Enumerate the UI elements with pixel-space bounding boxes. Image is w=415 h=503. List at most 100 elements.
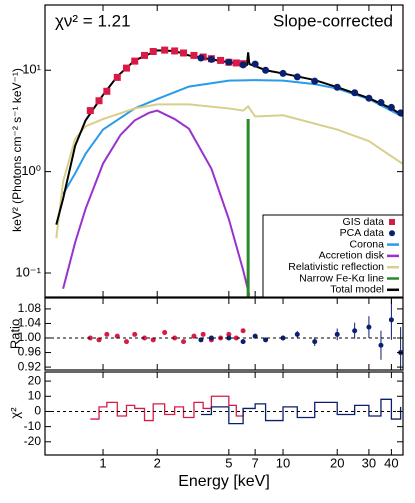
data-point	[141, 51, 149, 59]
legend-label: Relativistic reflection	[288, 261, 384, 273]
data-point	[352, 328, 358, 334]
data-point	[279, 69, 287, 77]
data-point	[171, 47, 179, 55]
y-tick-label: 1.08	[18, 301, 42, 315]
data-point	[123, 339, 129, 345]
data-point	[114, 333, 120, 339]
frame	[44, 371, 404, 456]
data-point	[200, 331, 206, 337]
y-axis-title: keV² (Photons cm⁻² s⁻¹ keV⁻¹)	[10, 68, 24, 232]
data-point	[131, 57, 139, 65]
step-line	[200, 398, 402, 425]
data-point	[262, 66, 270, 74]
data-point	[87, 335, 93, 341]
data-point	[150, 337, 156, 343]
step-line	[90, 395, 244, 422]
data-point	[103, 87, 111, 95]
data-point	[387, 103, 395, 111]
data-point	[226, 331, 232, 337]
legend-label: Narrow Fe-Kα line	[299, 272, 384, 284]
data-point	[232, 59, 240, 67]
data-point	[333, 83, 341, 91]
data-point	[217, 56, 225, 64]
y-tick-label: -10	[24, 419, 42, 433]
plot-area	[55, 46, 403, 297]
data-point	[208, 335, 214, 341]
x-axis-title: Energy [keV]	[178, 473, 270, 490]
data-point	[96, 337, 102, 343]
data-point	[263, 337, 269, 343]
plot-area	[87, 299, 403, 370]
model-line	[62, 109, 251, 296]
data-point	[207, 55, 215, 63]
data-point	[294, 331, 300, 337]
x-tick-label: 40	[384, 455, 398, 470]
y-tick-label: 0.92	[18, 359, 42, 373]
data-point	[378, 342, 384, 348]
legend-swatch	[389, 219, 395, 225]
data-point	[226, 335, 232, 341]
data-point	[172, 335, 178, 341]
model-line	[62, 79, 403, 195]
data-point	[95, 97, 103, 105]
data-point	[251, 60, 259, 68]
y-tick-label: 1.00	[18, 330, 42, 344]
data-point	[366, 324, 372, 330]
data-point	[239, 61, 247, 69]
y-axis-title: χ²	[7, 407, 22, 419]
data-point	[86, 107, 94, 115]
data-point	[161, 46, 169, 54]
data-point	[312, 339, 318, 345]
y-tick-label: 10¹	[22, 62, 41, 77]
data-point	[377, 99, 385, 107]
y-tick-label: 10	[28, 388, 42, 402]
legend-box	[262, 214, 404, 298]
frame	[44, 4, 404, 298]
data-point	[162, 330, 168, 336]
y-tick-label: 10⁰	[21, 163, 41, 178]
x-tick-label: 30	[362, 455, 376, 470]
y-tick-label: 0.96	[18, 345, 42, 359]
y-tick-label: 10⁻¹	[15, 264, 41, 279]
data-point	[190, 51, 198, 59]
data-point	[122, 64, 130, 72]
data-point	[149, 48, 157, 56]
legend-swatch	[389, 230, 395, 237]
model-line	[55, 49, 403, 225]
data-point	[180, 49, 188, 57]
data-point	[113, 73, 121, 81]
plot-area	[90, 395, 402, 425]
data-point	[334, 331, 340, 337]
data-point	[197, 54, 205, 62]
data-point	[293, 73, 301, 81]
data-point	[351, 89, 359, 97]
data-point	[198, 337, 204, 343]
x-tick-label: 1	[99, 455, 106, 470]
data-point	[311, 77, 319, 85]
data-point	[132, 331, 138, 337]
y-tick-label: -20	[24, 434, 42, 448]
x-tick-label: 20	[330, 455, 344, 470]
x-tick-label: 5	[225, 455, 232, 470]
data-point	[181, 339, 187, 345]
chi-annotation: χν² = 1.21	[55, 11, 131, 30]
y-tick-label: 1.04	[18, 316, 42, 330]
data-point	[252, 333, 258, 339]
data-point	[397, 109, 403, 117]
data-point	[280, 335, 286, 341]
data-point	[388, 317, 394, 323]
x-tick-label: 7	[252, 455, 259, 470]
y-tick-label: 20	[28, 373, 42, 387]
legend-label: PCA data	[340, 227, 385, 239]
legend-label: Total model	[330, 284, 384, 296]
data-point	[191, 333, 197, 339]
data-point	[240, 328, 246, 334]
data-point	[142, 335, 148, 341]
data-point	[240, 339, 246, 345]
x-tick-label: 2	[154, 455, 161, 470]
y-axis-title: Ratio	[7, 319, 22, 349]
frame	[44, 297, 404, 371]
legend-label: Corona	[350, 238, 385, 250]
slope-annotation: Slope-corrected	[273, 11, 393, 30]
